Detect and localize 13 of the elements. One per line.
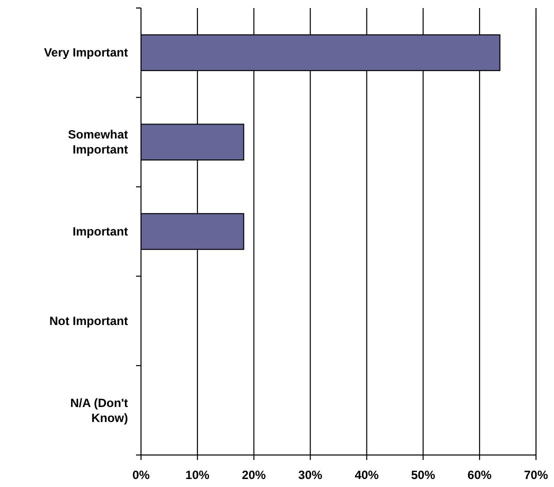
x-tick-label: 40% bbox=[354, 468, 380, 482]
y-tick-label: Very Important bbox=[44, 46, 128, 60]
x-tick-label: 50% bbox=[411, 468, 436, 482]
y-tick-label: N/A (Don't Know) bbox=[70, 396, 128, 425]
x-tick-label: 60% bbox=[468, 468, 492, 482]
x-tick-label: 70% bbox=[524, 468, 548, 482]
y-tick-label: Important bbox=[72, 224, 128, 238]
x-tick-label: 10% bbox=[185, 468, 210, 482]
x-tick-label: 0% bbox=[132, 468, 150, 482]
x-tick-label: 30% bbox=[298, 468, 323, 482]
y-tick-label: Not Important bbox=[49, 314, 128, 328]
y-tick-label: Somewhat Important bbox=[68, 128, 128, 157]
x-tick-label: 20% bbox=[242, 468, 266, 482]
